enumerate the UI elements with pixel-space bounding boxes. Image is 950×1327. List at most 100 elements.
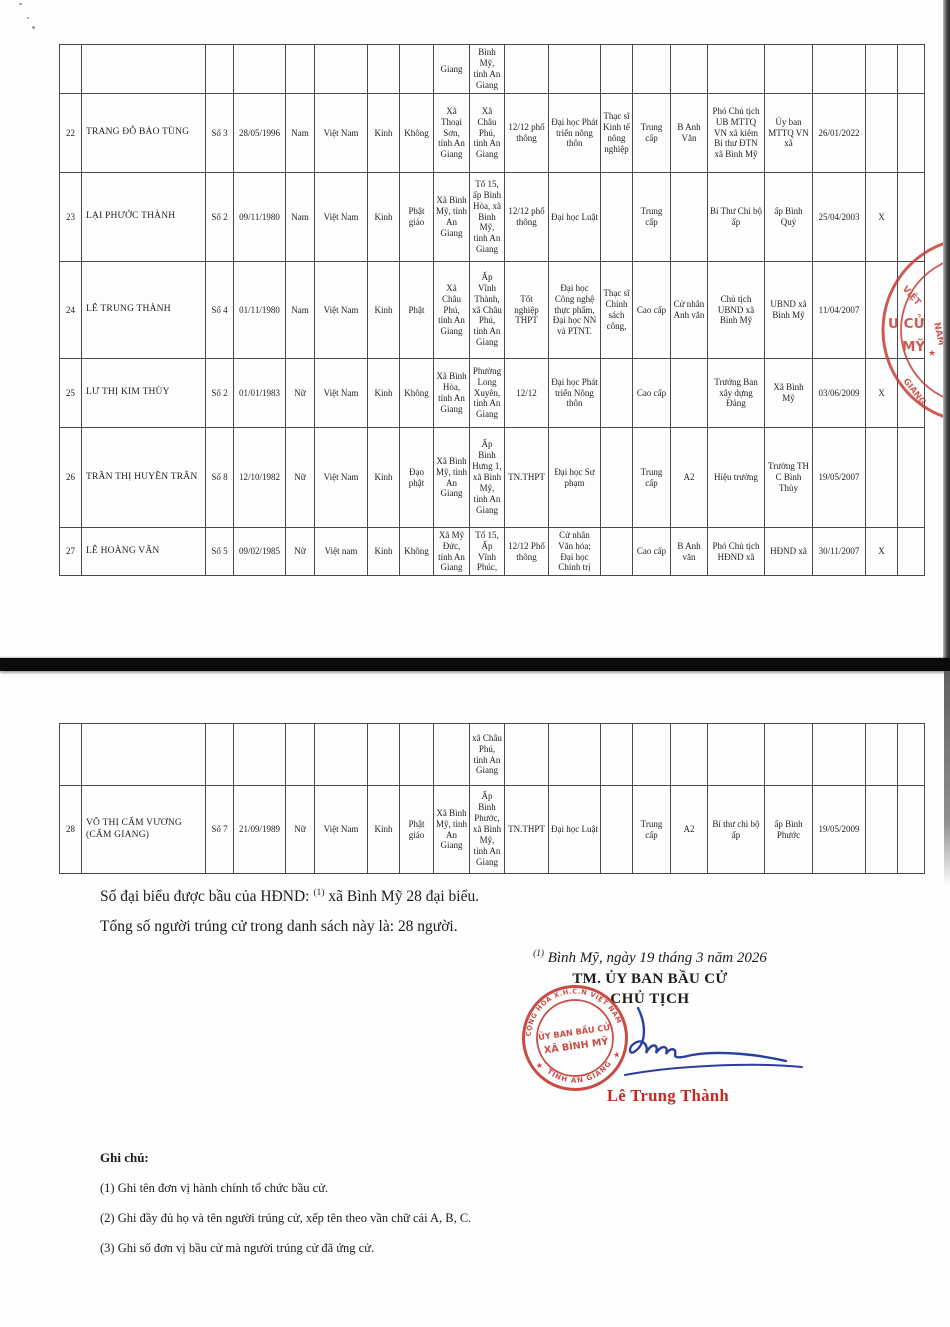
table-row: 28 VÕ THỊ CẨM VƯƠNG (CẨM GIANG) Số 7 21/09/… (59, 785, 925, 874)
col-quoc-tich: Việt Nam (314, 172, 368, 262)
col-ngoai-ngu: A2 (670, 785, 708, 874)
col-don-vi-bau-cu (205, 44, 234, 94)
col-quoc-tich: Việt nam (314, 527, 368, 576)
col-ngoai-ngu: B Anh văn (670, 527, 708, 576)
col-giao-duc-pho-thong (504, 723, 549, 786)
col-noi-o: Ấp Bình Phước, xã Bình Mỹ, tỉnh An Giang (469, 785, 505, 874)
col-ho-ten: LÊ TRUNG THÀNH (81, 261, 206, 359)
results-table-page-1: Giang Bình Mỹ, tỉnh An Giang 22 TRANG ĐỖ BẢ… (59, 44, 925, 576)
col-ghi-chu (897, 44, 925, 94)
table-row: xã Châu Phú, tỉnh An Giang (59, 723, 925, 786)
col-ton-giao: Đạo phật (399, 427, 434, 528)
col-ghi-chu (897, 358, 925, 428)
col-gioi-tinh: Nữ (285, 427, 315, 528)
note-item: (2) Ghi đầy đủ họ và tên người trúng cử,… (100, 1211, 472, 1225)
col-chuc-vu: Hiệu trưởng (707, 427, 765, 528)
col-chuc-vu (707, 44, 765, 94)
col-ly-luan-chinh-tri (632, 723, 671, 786)
col-ton-giao: Không (399, 93, 434, 173)
col-ton-giao: Phật giáo (399, 172, 434, 262)
col-hoc-vi (600, 785, 633, 874)
col-hoc-vi (600, 172, 633, 262)
col-ngay-vao-dang (812, 723, 866, 786)
table-row: 23 LẠI PHƯỚC THÀNH Số 2 09/11/1980 Nam Việt N… (59, 172, 925, 262)
edge-stamp-fragment: NAM (931, 322, 946, 347)
col-noi-o: Ấp Bình Hưng 1, xã Bình Mỹ, tỉnh An Gian… (469, 427, 505, 528)
col-ngay-vao-dang: 25/04/2003 (812, 172, 866, 262)
col-dan-toc: Kinh (367, 427, 400, 528)
col-ly-luan-chinh-tri: Trung cấp (632, 172, 671, 262)
col-ngoai-ngu: B Anh Văn (670, 93, 708, 173)
col-don-vi-bau-cu: Số 5 (205, 527, 234, 576)
col-noi-cong-tac: UBND xã Bình Mỹ (764, 261, 813, 359)
col-ton-giao: Không (399, 358, 434, 428)
col-tai-cu (865, 261, 898, 359)
col-ton-giao (399, 44, 434, 94)
col-gioi-tinh (285, 44, 315, 94)
col-que-quan: Xã Mỹ Đức, tỉnh An Giang (433, 527, 470, 576)
col-noi-cong-tac: Ủy ban MTTQ VN xã (764, 93, 813, 173)
col-stt (59, 44, 82, 94)
col-don-vi-bau-cu (205, 723, 234, 786)
col-que-quan: Xã Bình Mỹ, tỉnh An Giang (433, 427, 470, 528)
signer-title-line: CHỦ TỊCH (610, 991, 690, 1007)
col-ngoai-ngu: Cử nhân Anh văn (670, 261, 708, 359)
col-stt: 28 (59, 785, 82, 874)
col-gioi-tinh: Nam (285, 172, 315, 262)
col-chuyen-mon: Đại học Luật (548, 785, 601, 874)
col-ly-luan-chinh-tri: Trung cấp (632, 93, 671, 173)
col-don-vi-bau-cu: Số 7 (205, 785, 234, 874)
col-dan-toc: Kinh (367, 261, 400, 359)
edge-stamp-fragment: U CỬ (888, 313, 926, 332)
col-ho-ten: LƯ THỊ KIM THÙY (81, 358, 206, 428)
results-table-page-2: xã Châu Phú, tỉnh An Giang 28 VÕ THỊ CẨM V… (59, 723, 925, 874)
col-dan-toc (367, 723, 400, 786)
col-stt: 22 (59, 93, 82, 173)
col-chuyen-mon: Đại học Phát triển nông thôn (548, 93, 601, 173)
col-tai-cu: X (865, 172, 898, 262)
col-ngay-sinh: 09/02/1985 (233, 527, 286, 576)
col-que-quan: Xã Bình Mỹ, tỉnh An Giang (433, 785, 470, 874)
col-ghi-chu (897, 723, 925, 786)
col-ngay-sinh: 01/11/1980 (233, 261, 286, 359)
col-hoc-vi: Thạc sĩ Chính sách công, (600, 261, 633, 359)
col-chuc-vu (707, 723, 765, 786)
page-break-bar (0, 658, 950, 671)
col-ho-ten: LÊ HOÀNG VÂN (81, 527, 206, 576)
col-stt: 23 (59, 172, 82, 262)
col-quoc-tich: Việt Nam (314, 785, 368, 874)
col-ngay-vao-dang: 30/11/2007 (812, 527, 866, 576)
col-ghi-chu (897, 527, 925, 576)
col-tai-cu (865, 785, 898, 874)
col-gioi-tinh: Nữ (285, 358, 315, 428)
note-item: (1) Ghi tên đơn vị hành chính tổ chức bầ… (100, 1181, 329, 1195)
col-gioi-tinh: Nam (285, 261, 315, 359)
col-noi-cong-tac: Trường TH C Bình Thủy (764, 427, 813, 528)
col-ton-giao: Phật giáo (399, 785, 434, 874)
col-chuc-vu: Bí thư chi bộ ấp (707, 785, 765, 874)
col-don-vi-bau-cu: Số 4 (205, 261, 234, 359)
col-ngay-vao-dang: 19/05/2009 (812, 785, 866, 874)
table-row: Giang Bình Mỹ, tỉnh An Giang (59, 44, 925, 94)
col-ngay-vao-dang: 26/01/2022 (812, 93, 866, 173)
col-ly-luan-chinh-tri: Cao cấp (632, 358, 671, 428)
col-hoc-vi (600, 527, 633, 576)
col-hoc-vi (600, 427, 633, 528)
col-gioi-tinh: Nam (285, 93, 315, 173)
col-ngoai-ngu (670, 44, 708, 94)
col-ngay-sinh: 01/01/1983 (233, 358, 286, 428)
col-ngoai-ngu (670, 723, 708, 786)
col-hoc-vi (600, 723, 633, 786)
col-noi-cong-tac: HĐND xã (764, 527, 813, 576)
col-noi-cong-tac (764, 723, 813, 786)
col-dan-toc: Kinh (367, 785, 400, 874)
col-noi-cong-tac (764, 44, 813, 94)
col-ghi-chu (897, 785, 925, 874)
col-ho-ten: TRANG ĐỖ BẢO TÙNG (81, 93, 206, 173)
col-noi-o: Ấp Vĩnh Thành, xã Châu Phú, tỉnh An Gian… (469, 261, 505, 359)
edge-stamp-fragment: VIỆT (900, 284, 924, 309)
col-gioi-tinh: Nữ (285, 785, 315, 874)
col-dan-toc: Kinh (367, 358, 400, 428)
col-dan-toc: Kinh (367, 527, 400, 576)
